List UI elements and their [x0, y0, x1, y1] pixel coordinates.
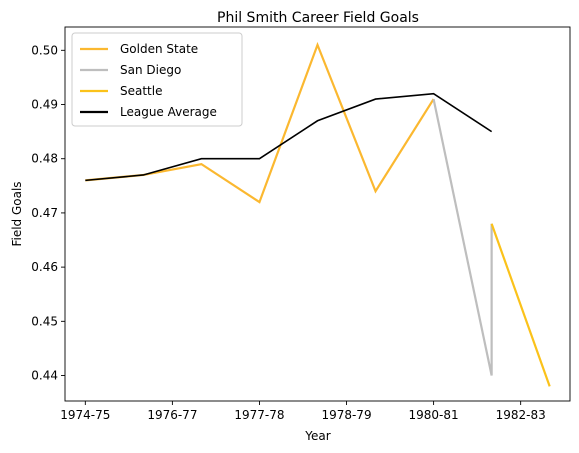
plot-frame	[64, 26, 571, 402]
plot-area	[85, 41, 551, 387]
legend-label: League Average	[120, 105, 217, 119]
legend-label: Seattle	[120, 84, 162, 98]
chart-title: Phil Smith Career Field Goals	[217, 10, 419, 26]
y-tick-label: 0.50	[31, 43, 58, 57]
x-tick-label: 1977-78	[234, 408, 284, 422]
legend: Golden State San Diego Seattle League Avera…	[71, 32, 243, 127]
x-tick-label: 1982-83	[496, 408, 546, 422]
series-line-seattle	[490, 223, 551, 387]
y-axis-label: Field Goals	[10, 181, 24, 246]
y-tick-label: 0.48	[31, 152, 58, 166]
x-tick-label: 1976-77	[147, 408, 197, 422]
legend-box	[71, 32, 243, 127]
legend-label: Golden State	[120, 42, 198, 56]
series-line-league-average	[85, 92, 493, 182]
y-tick-label: 0.46	[31, 260, 58, 274]
x-axis-label: Year	[304, 429, 330, 443]
y-axis: 0.44 0.45 0.46 0.47 0.48 0.49 0.50	[31, 43, 65, 383]
y-tick-label: 0.47	[31, 206, 58, 220]
x-tick-label: 1974-75	[60, 408, 110, 422]
y-tick-label: 0.45	[31, 314, 58, 328]
x-tick-label: 1980-81	[409, 408, 459, 422]
y-tick-label: 0.49	[31, 98, 58, 112]
series-line-san-diego	[432, 98, 493, 376]
x-axis: 1974-75 1976-77 1977-78 1978-79 1980-81 1982-…	[60, 401, 546, 422]
legend-label: San Diego	[120, 63, 181, 77]
y-tick-label: 0.44	[31, 369, 58, 383]
x-tick-label: 1978-79	[321, 408, 371, 422]
